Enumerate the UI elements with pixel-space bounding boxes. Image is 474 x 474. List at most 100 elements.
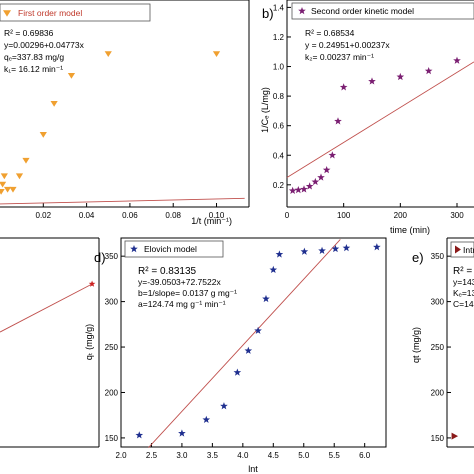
panel-d-data-point bbox=[244, 346, 253, 354]
panel-e-y-tick-label: 250 bbox=[431, 343, 445, 352]
panel-b-y-tick-label: 1.0 bbox=[273, 63, 285, 72]
panel-d-y-tick-label: 300 bbox=[105, 298, 119, 307]
panel-d-legend bbox=[124, 240, 224, 258]
panel-d-x-tick-label: 4.0 bbox=[237, 451, 249, 460]
panel-e-y-tick-label: 150 bbox=[431, 434, 445, 443]
panel-a-data-point bbox=[212, 51, 221, 58]
panel-a-data-point bbox=[9, 186, 17, 193]
panel-b-y-tick-label: 0.4 bbox=[273, 151, 285, 160]
panel-a-legend-marker bbox=[3, 10, 11, 17]
panel-d-annotation: a=124.74 mg g⁻¹ min⁻¹ bbox=[138, 299, 226, 309]
panel-b-data-point bbox=[317, 173, 325, 181]
panel-a-fit-line bbox=[0, 197, 245, 205]
panel-b-data-point bbox=[339, 83, 348, 91]
panel-b-annotation: k₂= 0.00237 min⁻¹ bbox=[305, 52, 374, 62]
panel-b-data-point bbox=[453, 56, 461, 64]
panel-d-x-tick-label: 6.0 bbox=[359, 451, 371, 460]
panel-e-y-tick-label: 200 bbox=[431, 388, 445, 397]
panel-a-x-tick-label: 0.02 bbox=[36, 211, 52, 220]
panel-e-annotation: R² = 0.6 bbox=[453, 266, 474, 277]
panel-a-x-tick-label: 0.10 bbox=[209, 211, 225, 220]
panel-d-data-point bbox=[342, 244, 351, 252]
panel-a-data-point bbox=[67, 73, 76, 79]
panel-e-y-label: qt (mg/g) bbox=[411, 327, 421, 363]
panel-b-data-point bbox=[334, 117, 342, 125]
panel-b-x-tick-label: 300 bbox=[450, 211, 464, 220]
panel-b-data-point bbox=[424, 66, 433, 75]
panel-a-x-tick-label: 0.04 bbox=[79, 211, 95, 220]
panel-d-legend-marker bbox=[130, 245, 138, 253]
panel-d-x-tick-label: 3.0 bbox=[176, 451, 188, 460]
panel-b-y-tick-label: 0.6 bbox=[273, 122, 285, 131]
panel-b-fit-line bbox=[286, 61, 474, 178]
panel-d-data-point bbox=[233, 368, 242, 376]
panel-b-data-point bbox=[311, 177, 320, 186]
panel-d-data-point bbox=[254, 326, 262, 334]
panel-b-data-point bbox=[322, 166, 331, 174]
panel-e-legend-label: Intra bbox=[463, 245, 474, 255]
panel-d-y-tick-label: 200 bbox=[105, 388, 119, 397]
panel-d-y-tick-label: 350 bbox=[105, 252, 119, 261]
panel-a-legend-label: First order model bbox=[18, 8, 82, 18]
panel-b-data-point bbox=[300, 185, 308, 193]
panel-d-data-point bbox=[269, 265, 278, 274]
panel-d-y-label: qₜ (mg/g) bbox=[84, 324, 94, 360]
panel-a-data-point bbox=[39, 132, 47, 138]
panel-b-data-point bbox=[288, 186, 297, 194]
panel-d-x-tick-label: 5.0 bbox=[298, 451, 310, 460]
panel-d-data-point bbox=[318, 246, 326, 254]
panel-e-annotation: C=143.5 bbox=[453, 299, 474, 309]
panel-b-letter: b) bbox=[262, 6, 274, 21]
panel-a-annotation: qₑ=337.83 mg/g bbox=[4, 52, 64, 62]
panel-e-legend bbox=[450, 241, 474, 258]
panel-d-letter: d) bbox=[94, 250, 106, 265]
panel-a-data-point bbox=[3, 186, 12, 193]
panel-d-x-tick-label: 4.5 bbox=[268, 451, 280, 460]
panel-a-data-point bbox=[0, 173, 8, 180]
panel-b-data-point bbox=[294, 186, 303, 194]
panel-b-y-tick-label: 0.2 bbox=[273, 181, 285, 190]
panel-d-x-tick-label: 3.5 bbox=[207, 451, 219, 460]
panel-d-annotation: R² = 0.83135 bbox=[138, 266, 197, 277]
panel-a-annotation: R² = 0.69836 bbox=[4, 28, 54, 38]
panel-b-y-tick-label: 1.4 bbox=[273, 3, 285, 12]
panel-a-legend bbox=[0, 3, 151, 22]
panel-e-intraparticle: 150 200 250 300 350 Intra R² = 0.6y=143.5Kₑ=13… bbox=[411, 237, 474, 448]
panel-d-frame bbox=[120, 237, 387, 448]
panel-d-data-point bbox=[202, 415, 211, 423]
panel-b-x-tick-label: 0 bbox=[285, 211, 290, 220]
panel-d-elovich: 2.0 2.5 3.0 3.5 4.0 4.5 5.0 5.5 6.0 150 200 250 300 3… bbox=[84, 237, 387, 474]
panel-b-legend bbox=[291, 2, 474, 20]
panel-b-annotation: R² = 0.68534 bbox=[305, 28, 355, 38]
panel-b-x-label: time (min) bbox=[390, 225, 430, 235]
panel-d-data-point bbox=[275, 250, 284, 258]
panel-b-data-point bbox=[305, 182, 314, 190]
panel-e-y-tick-label: 350 bbox=[431, 252, 445, 261]
panel-d-data-point bbox=[178, 429, 186, 437]
panel-e-legend-marker bbox=[455, 245, 461, 254]
panel-a-data-point bbox=[0, 188, 5, 195]
panel-d-x-tick-label: 2.5 bbox=[146, 451, 158, 460]
panel-d-y-tick-label: 250 bbox=[105, 343, 119, 352]
panel-d-data-point bbox=[373, 243, 381, 251]
panel-d-x-label: lnt bbox=[248, 464, 258, 474]
panel-d-x-tick-label: 5.5 bbox=[329, 451, 341, 460]
panel-b-x-tick-label: 200 bbox=[394, 211, 408, 220]
panel-d-legend-label: Elovich model bbox=[144, 244, 197, 254]
panel-a-data-point bbox=[0, 181, 7, 188]
panel-b-data-point bbox=[328, 151, 337, 159]
panel-a-x-tick-label: 0.08 bbox=[165, 211, 181, 220]
panel-e-letter: e) bbox=[412, 250, 424, 265]
panel-e-data-point bbox=[451, 432, 459, 440]
panel-e-annotation: y=143.5 bbox=[453, 277, 474, 287]
panel-d-data-point bbox=[331, 244, 340, 253]
panel-d-fit-line bbox=[148, 239, 341, 449]
panel-a-x-label: 1/t (min⁻¹) bbox=[191, 216, 232, 226]
panel-a-data-point bbox=[50, 100, 58, 107]
panel-a-annotation: y=0.00296+0.04773x bbox=[4, 40, 85, 50]
panel-b-y-tick-label: 1.2 bbox=[273, 33, 285, 42]
panel-a-data-point bbox=[22, 157, 30, 164]
panel-b-y-label: 1/Cₑ (L/mg) bbox=[260, 87, 270, 133]
panel-d-data-point bbox=[262, 294, 270, 303]
panel-b-annotation: y = 0.24951+0.00237x bbox=[305, 40, 390, 50]
